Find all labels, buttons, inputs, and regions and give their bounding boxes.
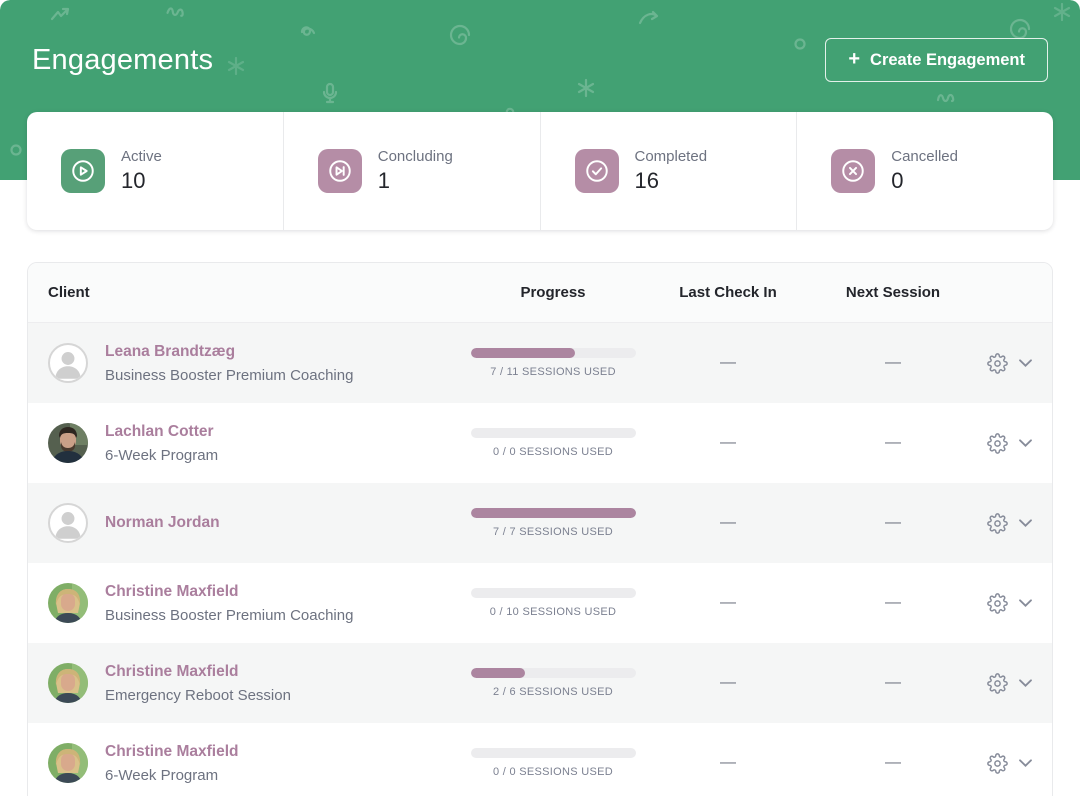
stat-value: 1 xyxy=(377,168,390,193)
client-program: Emergency Reboot Session xyxy=(105,686,291,704)
next-session-value: — xyxy=(885,754,901,771)
column-header-client: Client xyxy=(48,284,90,301)
sessions-used-label: 7 / 7 SESSIONS USED xyxy=(492,526,614,538)
table-row[interactable]: Christine Maxfield 6-Week Program 0 / 0 … xyxy=(28,723,1052,796)
client-name-link[interactable]: Norman Jordan xyxy=(105,514,220,531)
table-row[interactable]: Leana Brandtzæg Business Booster Premium… xyxy=(28,323,1052,403)
stat-active[interactable]: Active 10 xyxy=(27,112,283,230)
progress-cell: 7 / 7 SESSIONS USED xyxy=(458,508,648,538)
stat-label: Cancelled xyxy=(891,148,958,165)
client-name-link[interactable]: Christine Maxfield xyxy=(105,742,239,760)
client-program: Business Booster Premium Coaching xyxy=(105,366,354,384)
stat-concluding[interactable]: Concluding 1 xyxy=(282,112,540,230)
chevron-down-icon[interactable] xyxy=(1019,359,1032,367)
gear-icon[interactable] xyxy=(987,752,1008,774)
client-program: Business Booster Premium Coaching xyxy=(105,606,354,624)
column-header-last-check-in: Last Check In xyxy=(679,284,777,301)
next-session-value: — xyxy=(885,594,901,611)
skip-end-circle-icon xyxy=(317,149,362,193)
progress-cell: 7 / 11 SESSIONS USED xyxy=(458,348,648,378)
avatar-photo xyxy=(48,743,88,783)
last-check-in-value: — xyxy=(720,514,736,531)
sessions-used-label: 0 / 10 SESSIONS USED xyxy=(489,606,617,618)
table-row[interactable]: Christine Maxfield Emergency Reboot Sess… xyxy=(28,643,1052,723)
last-check-in-value: — xyxy=(720,594,736,611)
plus-icon: + xyxy=(848,47,861,70)
client-name-link[interactable]: Leana Brandtzæg xyxy=(105,342,236,360)
gear-icon[interactable] xyxy=(987,352,1008,374)
table-row[interactable]: Lachlan Cotter 6-Week Program 0 / 0 SESS… xyxy=(28,403,1052,483)
client-name-link[interactable]: Lachlan Cotter xyxy=(105,422,214,440)
avatar-placeholder xyxy=(48,343,88,383)
progress-bar xyxy=(470,428,636,438)
client-name-link[interactable]: Christine Maxfield xyxy=(105,662,239,680)
sessions-used-label: 7 / 11 SESSIONS USED xyxy=(490,366,616,378)
column-header-next-session: Next Session xyxy=(845,284,941,301)
stat-label: Completed xyxy=(634,148,708,165)
gear-icon[interactable] xyxy=(987,672,1008,694)
play-circle-icon xyxy=(61,149,105,193)
create-engagement-button[interactable]: + Create Engagement xyxy=(825,38,1048,82)
next-session-value: — xyxy=(885,674,901,691)
stat-value: 10 xyxy=(121,168,146,193)
last-check-in-value: — xyxy=(720,434,736,451)
progress-cell: 0 / 0 SESSIONS USED xyxy=(458,428,648,458)
avatar-photo xyxy=(48,423,88,463)
gear-icon[interactable] xyxy=(987,512,1008,534)
progress-bar xyxy=(470,668,636,678)
progress-bar xyxy=(470,588,636,598)
progress-cell: 0 / 10 SESSIONS USED xyxy=(458,588,648,618)
next-session-value: — xyxy=(885,514,901,531)
chevron-down-icon[interactable] xyxy=(1019,759,1032,767)
stat-label: Active xyxy=(121,148,162,165)
chevron-down-icon[interactable] xyxy=(1019,599,1032,607)
client-name-link[interactable]: Christine Maxfield xyxy=(105,582,239,600)
create-engagement-label: Create Engagement xyxy=(870,50,1025,69)
progress-bar xyxy=(470,748,636,758)
x-circle-icon xyxy=(831,149,876,193)
stat-value: 0 xyxy=(891,168,904,193)
last-check-in-value: — xyxy=(720,674,736,691)
sessions-used-label: 0 / 0 SESSIONS USED xyxy=(492,446,614,458)
chevron-down-icon[interactable] xyxy=(1019,439,1032,447)
stat-cancelled[interactable]: Cancelled 0 xyxy=(796,112,1053,230)
table-row[interactable]: Norman Jordan 7 / 7 SESSIONS USED — — xyxy=(28,483,1052,563)
table-row[interactable]: Christine Maxfield Business Booster Prem… xyxy=(28,563,1052,643)
stat-completed[interactable]: Completed 16 xyxy=(539,112,797,230)
check-circle-icon xyxy=(574,149,619,193)
chevron-down-icon[interactable] xyxy=(1019,519,1032,527)
last-check-in-value: — xyxy=(720,754,736,771)
gear-icon[interactable] xyxy=(987,592,1008,614)
progress-bar xyxy=(470,508,636,518)
progress-cell: 0 / 0 SESSIONS USED xyxy=(458,748,648,778)
stat-value: 16 xyxy=(634,168,659,193)
next-session-value: — xyxy=(885,354,901,371)
sessions-used-label: 2 / 6 SESSIONS USED xyxy=(492,686,614,698)
column-header-progress: Progress xyxy=(520,284,586,301)
engagements-table: Client Progress Last Check In Next Sessi… xyxy=(27,262,1053,796)
gear-icon[interactable] xyxy=(987,432,1008,454)
avatar-placeholder xyxy=(48,503,88,543)
table-header-row: Client Progress Last Check In Next Sessi… xyxy=(28,263,1052,323)
chevron-down-icon[interactable] xyxy=(1019,679,1032,687)
avatar-photo xyxy=(48,663,88,703)
client-program: 6-Week Program xyxy=(105,766,219,784)
sessions-used-label: 0 / 0 SESSIONS USED xyxy=(492,766,614,778)
progress-bar xyxy=(470,348,636,358)
next-session-value: — xyxy=(885,434,901,451)
stats-summary-card: Active 10 Concluding 1 Completed xyxy=(27,112,1053,230)
avatar-photo xyxy=(48,583,88,623)
page-title: Engagements xyxy=(32,43,214,76)
last-check-in-value: — xyxy=(720,354,736,371)
client-program: 6-Week Program xyxy=(105,446,219,464)
stat-label: Concluding xyxy=(377,148,453,165)
progress-cell: 2 / 6 SESSIONS USED xyxy=(458,668,648,698)
